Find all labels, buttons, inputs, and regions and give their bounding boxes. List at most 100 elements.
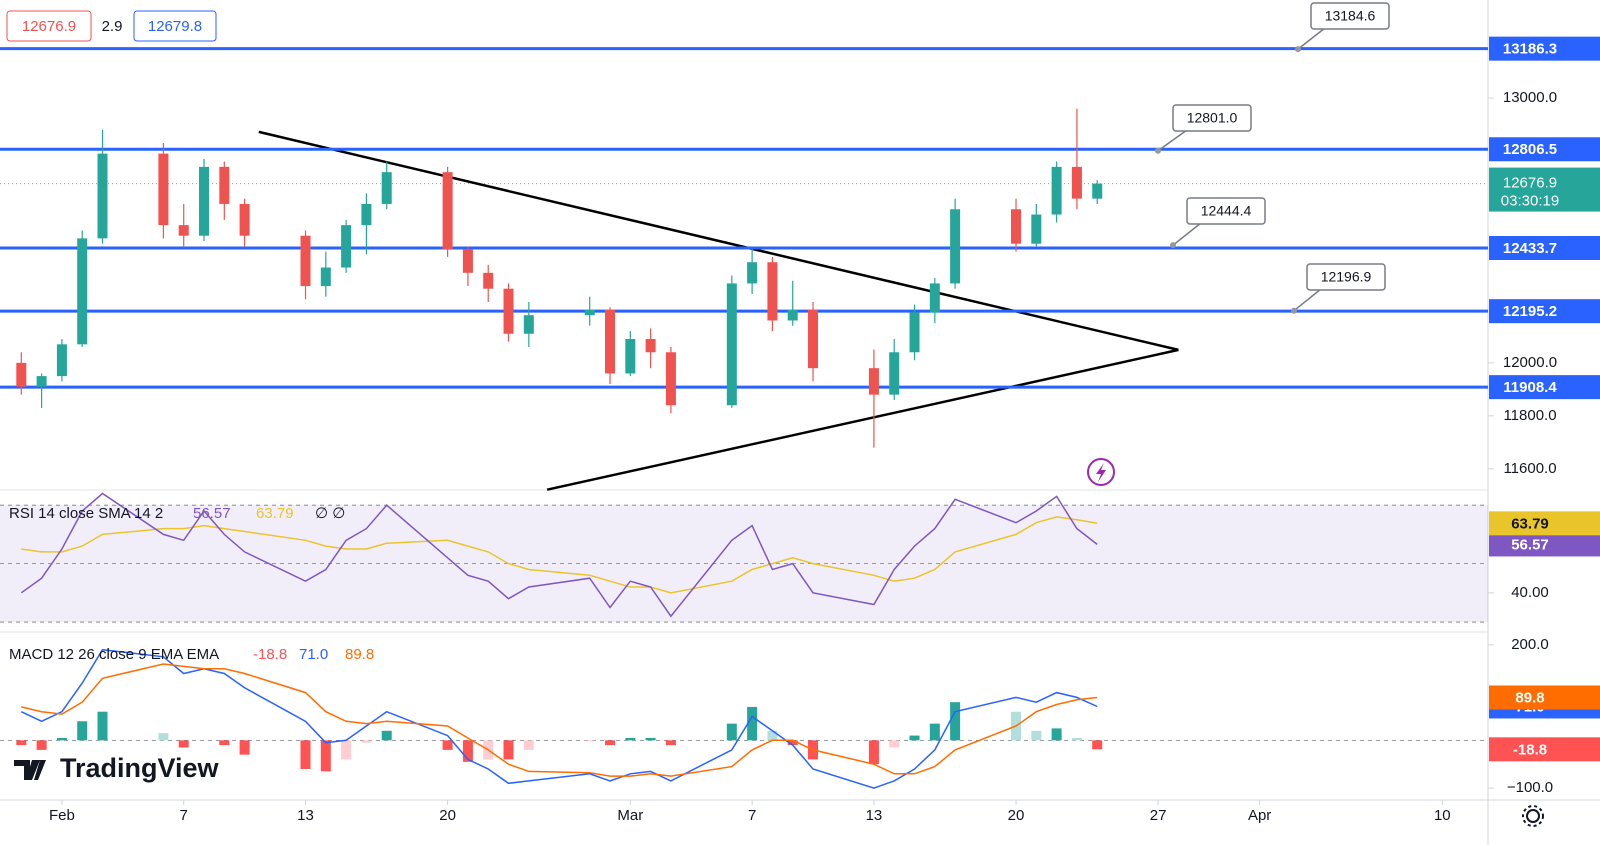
trendline bbox=[258, 130, 1179, 352]
macd-tag-box bbox=[1489, 737, 1600, 762]
candle-body bbox=[320, 267, 331, 287]
x-tick-label: 20 bbox=[1008, 807, 1025, 824]
x-tick-label: 13 bbox=[866, 807, 883, 824]
callout-anchor bbox=[1291, 307, 1297, 314]
legend-value: 71.0 bbox=[299, 646, 328, 663]
level-tag-box bbox=[1489, 36, 1600, 61]
x-tick-label: 7 bbox=[748, 807, 756, 824]
y-tick-label: 11800.0 bbox=[1503, 407, 1556, 424]
callout-box bbox=[1306, 263, 1386, 291]
level-tag: 12433.7 bbox=[1503, 240, 1557, 257]
x-tick-label: 10 bbox=[1434, 807, 1451, 824]
candle-body bbox=[889, 352, 900, 395]
candle-body bbox=[77, 238, 88, 345]
histogram-bar bbox=[361, 740, 372, 743]
level-tag: 12806.5 bbox=[1503, 141, 1557, 158]
level-tag-box bbox=[1489, 137, 1600, 162]
histogram-bar bbox=[1051, 728, 1062, 741]
level-tag: 12195.2 bbox=[1503, 303, 1557, 320]
histogram-bar bbox=[726, 723, 737, 741]
candle-body bbox=[808, 309, 819, 369]
lightning-glyph bbox=[1096, 463, 1106, 482]
bid-box bbox=[6, 10, 92, 42]
histogram-bar bbox=[178, 740, 189, 748]
indicator-title: RSI 14 close SMA 14 2 bbox=[9, 505, 163, 522]
histogram-bar bbox=[77, 721, 88, 741]
level-tag-box bbox=[1489, 235, 1600, 260]
callout-box bbox=[1172, 104, 1252, 132]
level-tag-box bbox=[1489, 299, 1600, 324]
histogram-bar bbox=[300, 740, 311, 769]
candle-body bbox=[56, 344, 67, 377]
histogram-bar bbox=[889, 740, 900, 748]
indicator-extra: ∅ ∅ bbox=[315, 505, 345, 522]
y-tick-label: 13000.0 bbox=[1503, 89, 1557, 106]
y-tick-label: 200.0 bbox=[1511, 636, 1549, 653]
histogram-bar bbox=[605, 740, 616, 746]
candle-body bbox=[584, 309, 595, 316]
legend-value: 56.57 bbox=[193, 505, 231, 522]
candle-body bbox=[950, 209, 961, 284]
logo-mark bbox=[14, 760, 46, 780]
candle-body bbox=[767, 262, 778, 321]
x-tick-label: Apr bbox=[1248, 807, 1271, 824]
histogram-bar bbox=[787, 740, 798, 746]
x-tick-label: Mar bbox=[617, 807, 643, 824]
candle-body bbox=[300, 235, 311, 287]
candle-body bbox=[36, 376, 47, 387]
callout-pointer bbox=[1293, 288, 1322, 312]
histogram-bar bbox=[929, 723, 940, 741]
candle-body bbox=[158, 153, 169, 226]
histogram-bar bbox=[158, 733, 169, 741]
candle-body bbox=[219, 166, 230, 204]
lightning-icon[interactable] bbox=[1087, 458, 1115, 486]
x-tick-label: Feb bbox=[49, 807, 75, 824]
branding: TradingView bbox=[60, 753, 220, 783]
candle-body bbox=[97, 153, 108, 239]
histogram-bar bbox=[16, 740, 27, 746]
candle-body bbox=[665, 352, 676, 406]
histogram-bar bbox=[625, 737, 636, 741]
macd-tag: 89.8 bbox=[1515, 689, 1544, 706]
candle-body bbox=[381, 172, 392, 204]
candle-body bbox=[523, 315, 534, 334]
settings-icon[interactable] bbox=[1522, 805, 1544, 827]
candle-body bbox=[442, 172, 453, 249]
macd-line bbox=[21, 663, 1098, 777]
rsi-line bbox=[20, 492, 1098, 618]
macd-line bbox=[20, 648, 1098, 789]
histogram-bar bbox=[239, 740, 250, 755]
candle-body bbox=[503, 288, 514, 334]
indicator-title: MACD 12 26 close 9 EMA EMA bbox=[9, 646, 219, 663]
candle-body bbox=[868, 368, 879, 395]
candle-body bbox=[1071, 166, 1082, 199]
histogram-bar bbox=[1071, 737, 1082, 741]
histogram-bar bbox=[503, 740, 514, 760]
y-tick-label: 40.00 bbox=[1511, 584, 1549, 601]
histogram-bar bbox=[523, 740, 534, 750]
callout-pointer bbox=[1172, 222, 1202, 246]
x-tick-label: 27 bbox=[1150, 807, 1167, 824]
callout-box bbox=[1186, 197, 1266, 225]
y-tick-label: −100.0 bbox=[1507, 779, 1553, 796]
last-price-box bbox=[1489, 167, 1600, 212]
gear bbox=[1526, 809, 1540, 823]
candle-body bbox=[483, 272, 494, 289]
candle-body bbox=[361, 203, 372, 226]
candle-body bbox=[645, 339, 656, 353]
candle-body bbox=[1092, 183, 1103, 199]
callout-label: 12196.9 bbox=[1321, 269, 1372, 285]
callout-label: 13184.6 bbox=[1325, 8, 1376, 24]
histogram-bar bbox=[767, 730, 778, 741]
legend-value: 89.8 bbox=[345, 646, 374, 663]
rsi-tag-box bbox=[1489, 511, 1600, 536]
histogram-bar bbox=[1031, 730, 1042, 741]
macd-tag-box bbox=[1489, 685, 1600, 710]
last-price-tag: 12676.9 bbox=[1503, 175, 1557, 192]
level-tag: 13186.3 bbox=[1503, 41, 1557, 58]
rsi-line bbox=[21, 516, 1098, 594]
candle-body bbox=[1031, 214, 1042, 244]
legend-value: 63.79 bbox=[256, 505, 294, 522]
callout-anchor bbox=[1295, 46, 1301, 53]
